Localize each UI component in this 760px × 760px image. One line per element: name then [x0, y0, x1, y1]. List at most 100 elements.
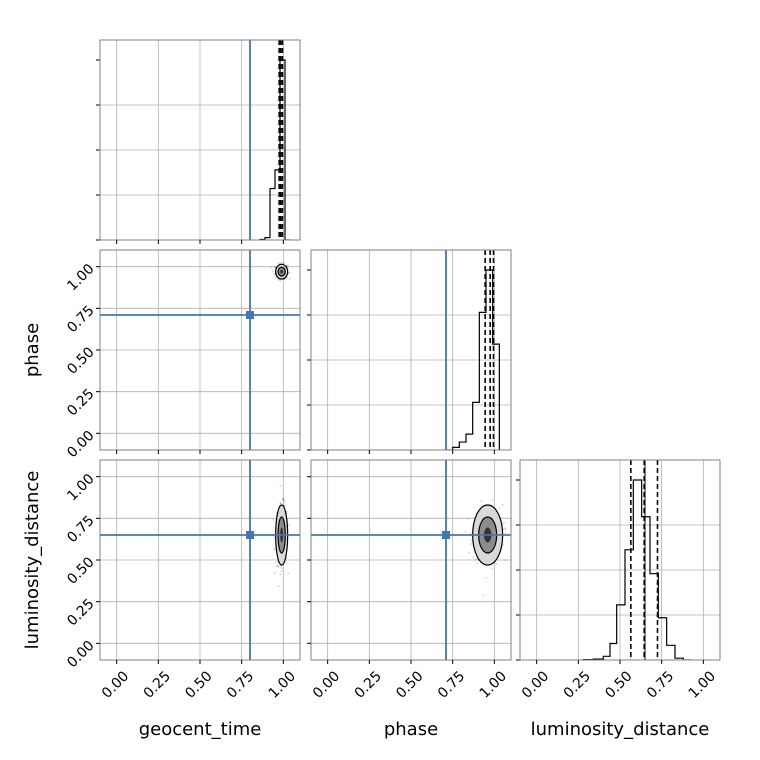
sample-point	[504, 559, 507, 562]
sample-point	[279, 502, 282, 505]
histogram-luminosity_distance	[582, 479, 692, 660]
y-axis-label-luminosity_distance: luminosity_distance	[22, 471, 43, 650]
sample-point	[286, 264, 289, 267]
sample-point	[280, 570, 283, 573]
sample-point	[279, 280, 282, 283]
sample-point	[474, 512, 477, 515]
x-tick-label: 0.75	[435, 668, 468, 701]
panel-geocent_time-phase: 0.00 0.25 0.50 0.75 1.00	[64, 249, 301, 461]
sample-point	[279, 573, 282, 576]
sample-point	[468, 551, 470, 554]
x-axis-label-phase: phase	[384, 719, 438, 740]
x-tick-label: 0.50	[182, 668, 215, 701]
sample-point	[480, 500, 483, 503]
sample-point	[504, 528, 507, 531]
panel-content	[100, 460, 300, 660]
sample-point	[276, 561, 279, 564]
sample-point	[464, 530, 467, 533]
sample-point	[272, 547, 275, 550]
y-tick-label: 0.00	[64, 638, 97, 671]
sample-point	[280, 502, 282, 505]
sample-point	[287, 572, 290, 575]
sample-point	[498, 507, 501, 509]
sample-point	[280, 567, 283, 569]
truth-marker	[246, 311, 254, 319]
sample-point	[283, 262, 285, 265]
panel-content	[311, 460, 511, 660]
x-tick-label: 0.50	[393, 668, 426, 701]
sample-point	[273, 572, 276, 575]
y-tick-label: 0.50	[64, 554, 97, 587]
y-tick-label: 0.75	[64, 513, 97, 546]
sample-point	[272, 269, 274, 272]
sample-point	[275, 565, 278, 567]
x-tick-label: 0.25	[352, 668, 385, 701]
sample-point	[277, 565, 280, 568]
sample-point	[476, 558, 478, 560]
sample-point	[277, 262, 280, 265]
y-tick-label: 0.75	[64, 303, 97, 336]
y-tick-label: 1.00	[64, 261, 97, 294]
sample-point	[281, 497, 284, 500]
sample-point	[491, 567, 494, 570]
y-tick-label: 0.00	[64, 428, 97, 461]
panel-geocent_time-luminosity_distance: 0.00 0.25 0.50 0.75 1.000.000.250.500.751.00	[64, 459, 301, 702]
sample-point	[270, 266, 273, 269]
x-tick-label: 1.00	[266, 668, 299, 701]
sample-point	[275, 276, 277, 279]
y-axis-label-phase: phase	[22, 323, 43, 377]
sample-point	[278, 261, 281, 264]
x-axis-label-luminosity_distance: luminosity_distance	[531, 719, 710, 740]
sample-point	[282, 498, 285, 501]
sample-point	[272, 518, 275, 521]
sample-point	[474, 558, 476, 561]
x-tick-label: 1.00	[686, 668, 719, 701]
sample-point	[504, 527, 507, 530]
sample-point	[274, 561, 277, 564]
sample-point	[281, 499, 284, 501]
sample-point	[274, 548, 276, 551]
sample-point	[279, 484, 282, 487]
y-tick-label: 0.25	[64, 386, 97, 419]
x-tick-label: 0.50	[602, 668, 635, 701]
sample-point	[287, 524, 290, 526]
panel-content	[520, 460, 720, 660]
sample-point	[495, 562, 498, 565]
histogram-phase	[446, 269, 500, 450]
truth-marker	[246, 531, 254, 539]
sample-point	[273, 266, 276, 269]
x-tick-label: 0.00	[310, 668, 343, 701]
x-axis-label-geocent_time: geocent_time	[139, 719, 262, 740]
sample-point	[491, 499, 494, 501]
sample-point	[283, 499, 286, 501]
contour-core	[280, 269, 284, 274]
sample-point	[501, 503, 504, 506]
sample-point	[274, 266, 277, 268]
x-tick-label: 0.00	[99, 668, 132, 701]
panel-phase-luminosity_distance: 0.00 0.25 0.50 0.75 1.00	[307, 459, 512, 702]
sample-point	[277, 584, 280, 587]
truth-marker	[442, 531, 450, 539]
panel-phase-phase	[307, 249, 512, 454]
sample-point	[470, 543, 473, 545]
sample-point	[467, 517, 469, 520]
sample-point	[482, 594, 485, 597]
sample-point	[289, 271, 291, 274]
y-tick-label: 0.25	[64, 596, 97, 629]
sample-point	[283, 501, 286, 504]
sample-point	[504, 532, 507, 535]
y-tick-label: 1.00	[64, 471, 97, 504]
x-tick-label: 1.00	[477, 668, 510, 701]
panel-content	[100, 40, 300, 240]
x-tick-label: 0.25	[561, 668, 594, 701]
y-tick-label: 0.50	[64, 344, 97, 377]
panel-luminosity_distance-luminosity_distance: 0.00 0.25 0.50 0.75 1.00	[516, 459, 721, 702]
sample-point	[485, 576, 488, 579]
panel-geocent_time-geocent_time	[96, 39, 301, 244]
sample-point	[277, 279, 280, 282]
x-tick-label: 0.75	[644, 668, 677, 701]
sample-point	[472, 556, 475, 558]
sample-point	[475, 562, 478, 565]
sample-point	[284, 505, 286, 508]
